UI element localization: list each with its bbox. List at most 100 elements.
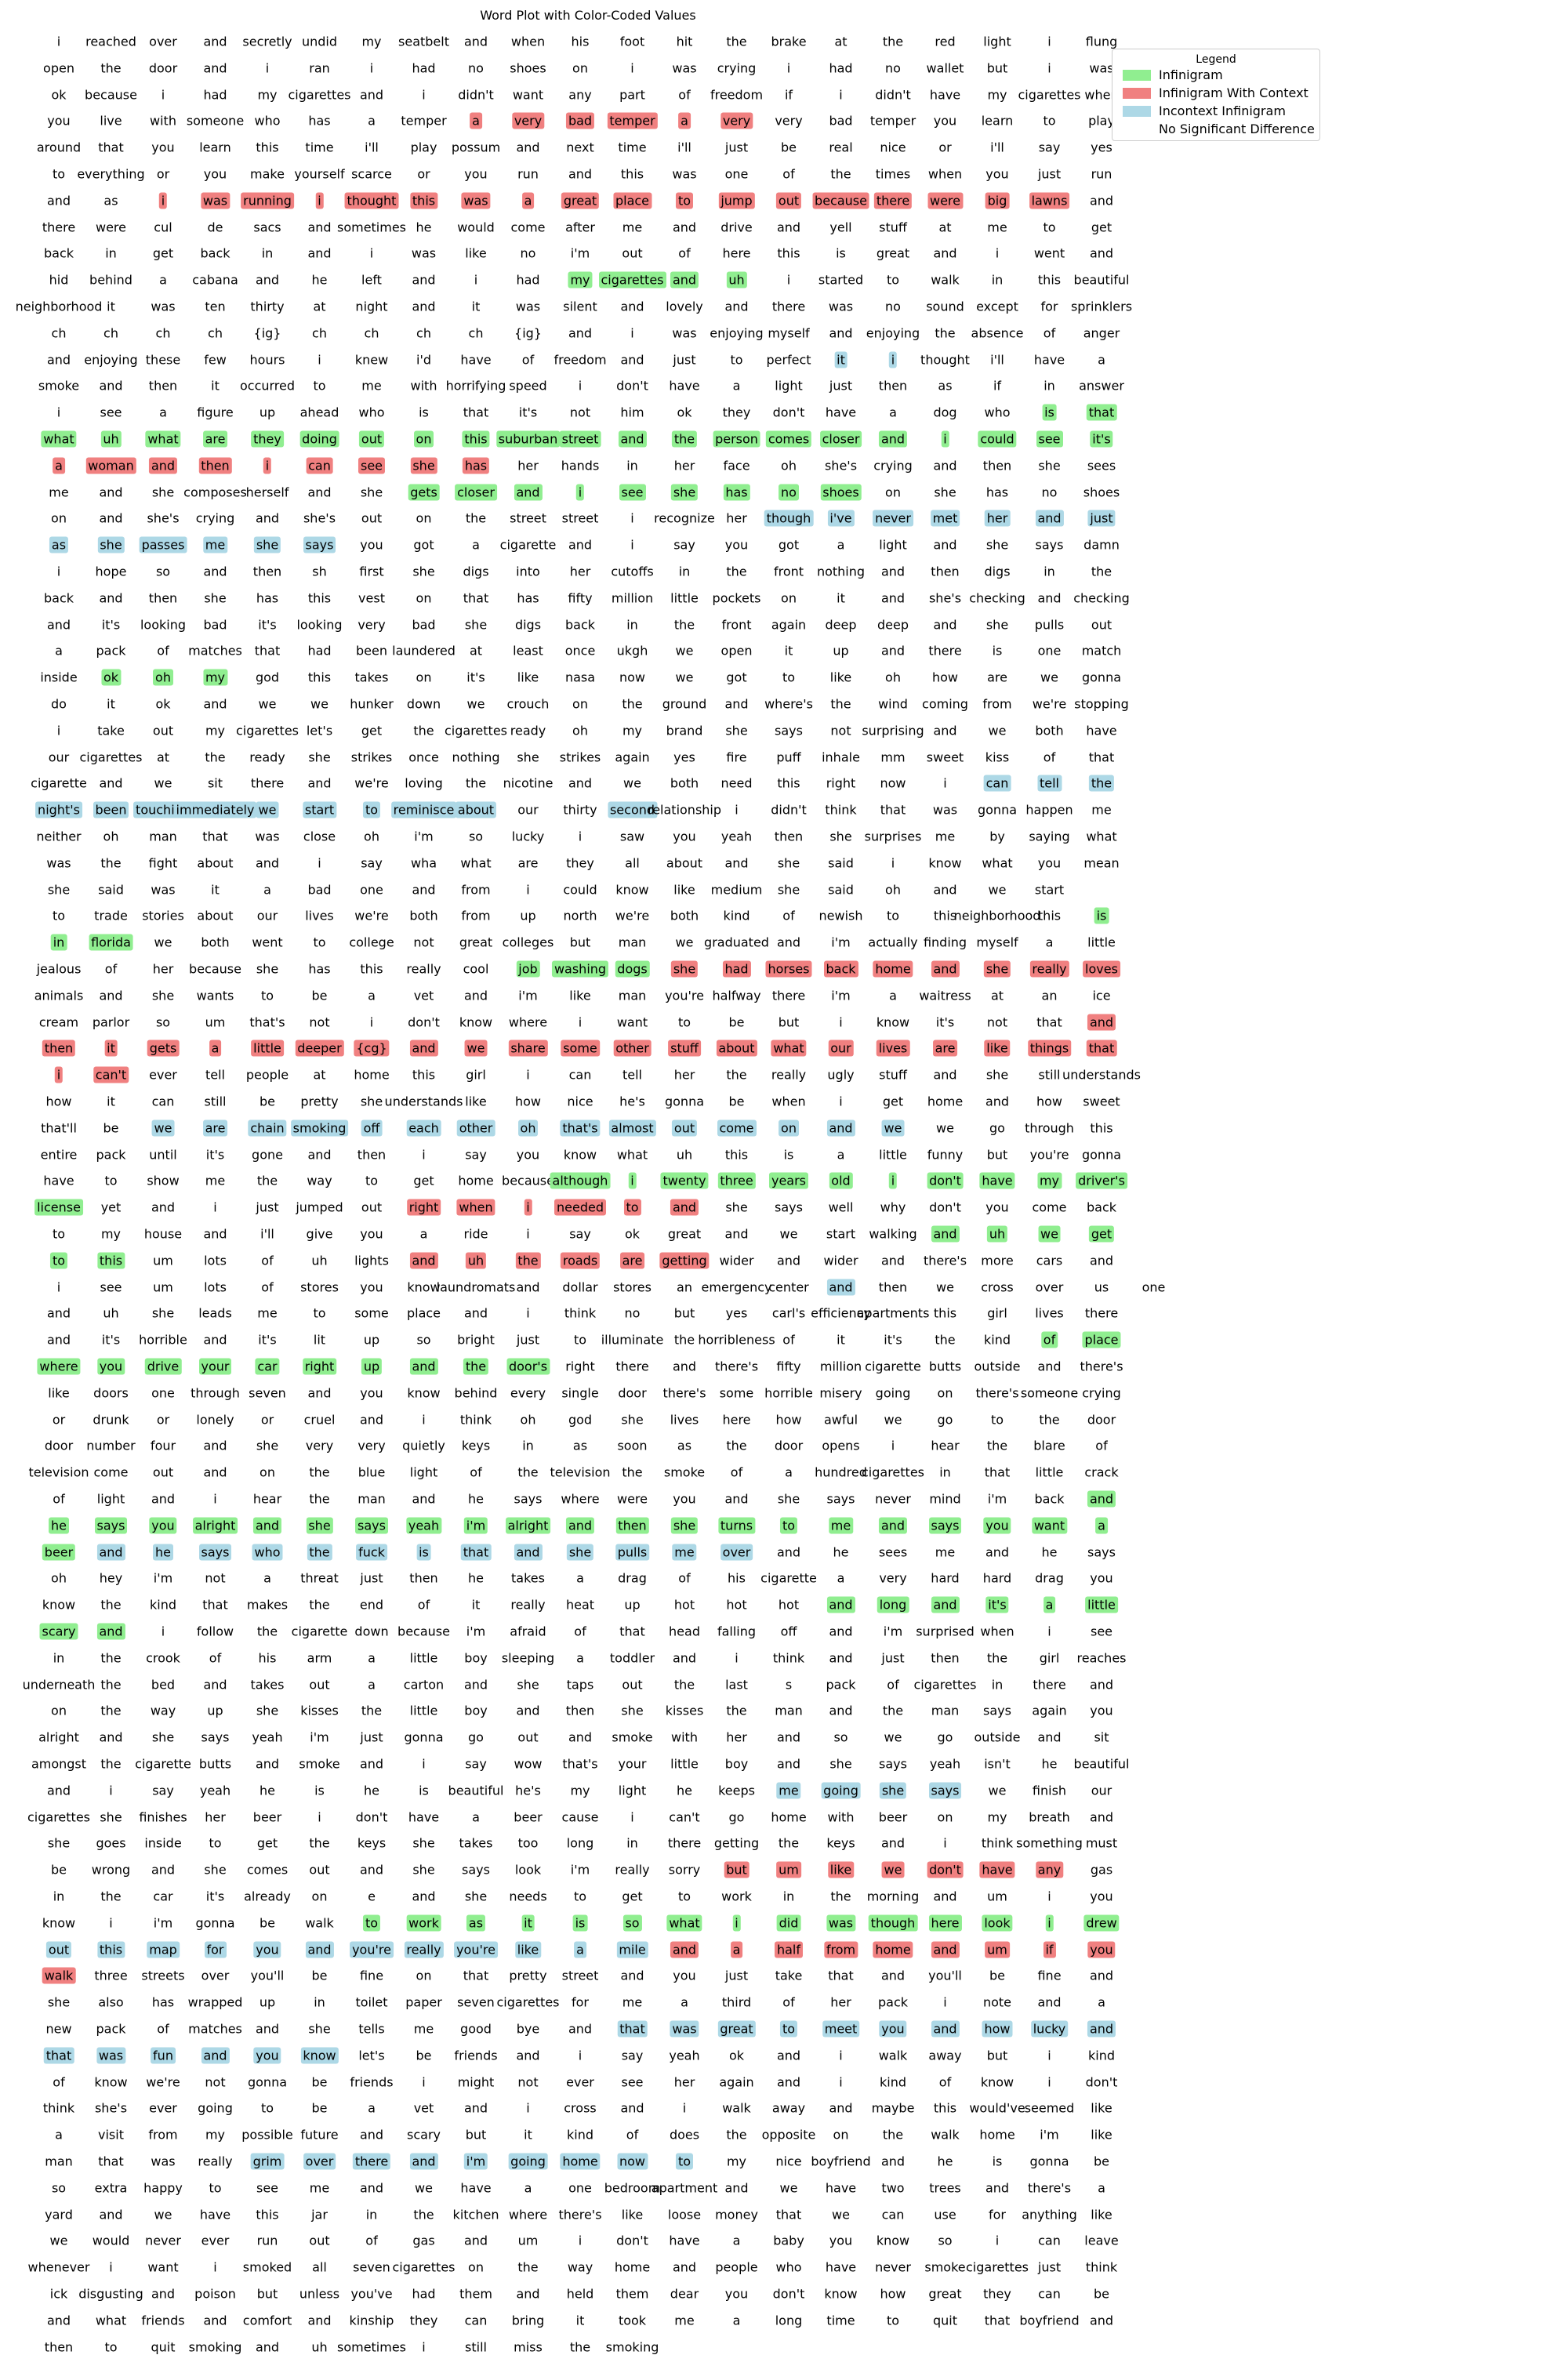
word-r69-c10: too bbox=[517, 1835, 539, 1851]
word-r69-c17: and bbox=[880, 1835, 906, 1851]
word-r23-c15: again bbox=[771, 617, 807, 633]
word-r43-c10: you bbox=[516, 1147, 540, 1163]
word-r35-c14: graduated bbox=[704, 934, 769, 950]
word-r18-c10: and bbox=[514, 484, 543, 501]
word-r23-c11: back bbox=[564, 617, 596, 633]
word-r81-c17: and bbox=[880, 2154, 906, 2169]
word-r4-c6: has bbox=[308, 113, 331, 129]
word-r40-c16: ugly bbox=[827, 1067, 855, 1083]
word-r61-c17: i'm bbox=[883, 1624, 903, 1639]
word-r45-c5: just bbox=[256, 1199, 279, 1215]
word-r56-c11: where bbox=[561, 1491, 600, 1507]
word-r83-c16: we bbox=[832, 2207, 850, 2223]
word-r16-c6: doing bbox=[299, 430, 339, 448]
word-r76-c12: that bbox=[617, 2020, 648, 2037]
word-r6-c13: was bbox=[672, 166, 697, 182]
word-r13-c11: freedom bbox=[554, 352, 607, 368]
word-r70-c6: out bbox=[309, 1862, 330, 1878]
word-r27-c9: cigarettes bbox=[445, 723, 507, 738]
word-r1-c1: i bbox=[56, 34, 61, 49]
word-r60-c13: hot bbox=[673, 1597, 695, 1613]
word-r7-c20: lawns bbox=[1029, 192, 1070, 209]
word-r65-c13: with bbox=[671, 1729, 698, 1745]
word-r58-c9: that bbox=[460, 1544, 492, 1561]
word-r27-c20: both bbox=[1035, 723, 1064, 738]
word-r66-c15: and bbox=[776, 1756, 801, 1772]
word-r34-c12: we're bbox=[615, 908, 650, 923]
word-r74-c8: on bbox=[416, 1968, 432, 1983]
word-r13-c6: i bbox=[318, 352, 321, 368]
word-r2-c13: was bbox=[672, 60, 697, 76]
word-r58-c17: sees bbox=[878, 1544, 908, 1560]
word-r64-c4: up bbox=[207, 1703, 223, 1718]
word-r59-c4: not bbox=[205, 1570, 226, 1586]
word-r81-c19: is bbox=[992, 2154, 1003, 2169]
word-r5-c9: possum bbox=[451, 140, 501, 155]
word-r56-c3: and bbox=[151, 1491, 176, 1507]
word-r43-c19: but bbox=[986, 1147, 1008, 1163]
legend-item-infinigram-with-context: Infinigram With Context bbox=[1123, 84, 1319, 102]
word-r62-c11: a bbox=[576, 1650, 584, 1666]
word-r29-c17: now bbox=[880, 775, 906, 791]
word-r18-c1: me bbox=[49, 484, 69, 500]
word-r10-c8: and bbox=[412, 272, 436, 288]
word-r45-c8: right bbox=[406, 1199, 441, 1216]
word-r86-c11: held bbox=[566, 2286, 594, 2302]
word-r9-c20: went bbox=[1033, 245, 1065, 261]
word-r9-c19: i bbox=[995, 245, 1000, 261]
word-r40-c9: girl bbox=[466, 1067, 486, 1083]
word-r33-c8: and bbox=[412, 882, 436, 898]
word-r77-c19: but bbox=[986, 2048, 1008, 2063]
word-r71-c20: i bbox=[1047, 1889, 1051, 1904]
word-r71-c17: morning bbox=[866, 1889, 920, 1904]
word-r59-c2: hey bbox=[99, 1570, 123, 1586]
word-r72-c2: i bbox=[109, 1915, 113, 1931]
word-r7-c5: running bbox=[241, 192, 294, 209]
word-r5-c16: real bbox=[829, 140, 853, 155]
word-r83-c19: for bbox=[989, 2207, 1006, 2223]
word-r48-c22: one bbox=[1142, 1279, 1166, 1295]
word-r18-c14: has bbox=[723, 484, 750, 501]
word-r17-c1: a bbox=[53, 457, 65, 474]
word-r31-c19: by bbox=[989, 829, 1005, 844]
word-r84-c9: and bbox=[463, 2233, 488, 2248]
word-r74-c12: and bbox=[620, 1968, 644, 1983]
word-r1-c6: undid bbox=[301, 34, 338, 49]
word-r85-c12: home bbox=[614, 2259, 651, 2275]
word-r83-c9: kitchen bbox=[452, 2207, 499, 2223]
word-r69-c18: i bbox=[943, 1835, 947, 1851]
word-r75-c2: also bbox=[98, 1994, 124, 2010]
word-r67-c8: is bbox=[419, 1783, 429, 1798]
word-r69-c21: must bbox=[1085, 1835, 1118, 1851]
word-r19-c12: i bbox=[630, 510, 634, 526]
word-r54-c18: hear bbox=[931, 1438, 960, 1453]
word-r77-c14: ok bbox=[728, 2048, 745, 2063]
word-r73-c21: you bbox=[1087, 1941, 1116, 1958]
word-r79-c8: vet bbox=[413, 2100, 434, 2116]
word-r54-c2: number bbox=[86, 1438, 136, 1453]
word-r34-c16: newish bbox=[818, 908, 863, 923]
word-r37-c7: a bbox=[368, 988, 376, 1003]
word-r33-c6: bad bbox=[307, 882, 332, 898]
word-r84-c2: would bbox=[92, 2233, 130, 2248]
word-r7-c18: were bbox=[927, 192, 963, 209]
word-r60-c3: kind bbox=[149, 1597, 177, 1613]
word-r17-c16: she's bbox=[824, 458, 858, 474]
word-r23-c16: deep bbox=[825, 617, 857, 633]
word-r19-c17: never bbox=[873, 510, 913, 527]
word-r27-c15: says bbox=[775, 723, 803, 738]
word-r66-c3: cigarette bbox=[135, 1756, 191, 1772]
word-r38-c17: know bbox=[876, 1014, 910, 1030]
word-r80-c5: possible bbox=[241, 2127, 293, 2143]
word-r72-c1: know bbox=[42, 1915, 76, 1931]
word-r55-c20: little bbox=[1035, 1464, 1064, 1480]
word-r66-c13: little bbox=[670, 1756, 699, 1772]
word-r73-c20: if bbox=[1043, 1941, 1056, 1958]
word-r76-c14: great bbox=[717, 2020, 756, 2037]
word-r80-c20: i'm bbox=[1040, 2127, 1059, 2143]
word-r51-c12: there bbox=[615, 1359, 649, 1374]
word-r77-c5: you bbox=[253, 2047, 281, 2064]
word-r16-c7: out bbox=[358, 430, 385, 448]
word-r19-c18: met bbox=[930, 510, 960, 527]
word-r40-c4: tell bbox=[205, 1067, 226, 1083]
